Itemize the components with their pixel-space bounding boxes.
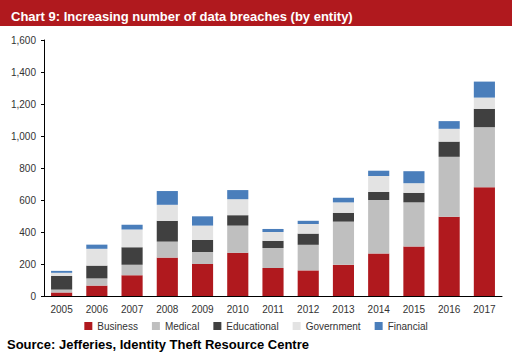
svg-text:1,000: 1,000 <box>11 131 36 142</box>
svg-text:2011: 2011 <box>262 304 284 315</box>
svg-text:Financial: Financial <box>388 321 428 332</box>
svg-text:600: 600 <box>19 195 36 206</box>
svg-text:0: 0 <box>30 291 36 302</box>
svg-text:2009: 2009 <box>191 304 214 315</box>
svg-text:Chart 9: Increasing number of: Chart 9: Increasing number of data breac… <box>11 9 353 24</box>
svg-text:2005: 2005 <box>50 304 73 315</box>
svg-text:2014: 2014 <box>368 304 391 315</box>
svg-text:1,600: 1,600 <box>11 35 36 46</box>
svg-text:800: 800 <box>19 163 36 174</box>
svg-text:Medical: Medical <box>165 321 199 332</box>
svg-text:Government: Government <box>306 321 361 332</box>
svg-text:2016: 2016 <box>438 304 461 315</box>
svg-text:2010: 2010 <box>227 304 250 315</box>
svg-text:400: 400 <box>19 227 36 238</box>
svg-text:Educational: Educational <box>226 321 278 332</box>
svg-text:1,400: 1,400 <box>11 67 36 78</box>
svg-text:2017: 2017 <box>473 304 496 315</box>
svg-text:1,200: 1,200 <box>11 99 36 110</box>
svg-text:2007: 2007 <box>121 304 144 315</box>
svg-text:2015: 2015 <box>403 304 426 315</box>
svg-text:2008: 2008 <box>156 304 179 315</box>
svg-text:200: 200 <box>19 259 36 270</box>
svg-text:2006: 2006 <box>86 304 109 315</box>
svg-text:Source: Jefferies, Identity Th: Source: Jefferies, Identity Theft Resour… <box>7 337 309 352</box>
svg-text:2012: 2012 <box>297 304 320 315</box>
svg-text:Business: Business <box>97 321 138 332</box>
svg-text:2013: 2013 <box>332 304 355 315</box>
